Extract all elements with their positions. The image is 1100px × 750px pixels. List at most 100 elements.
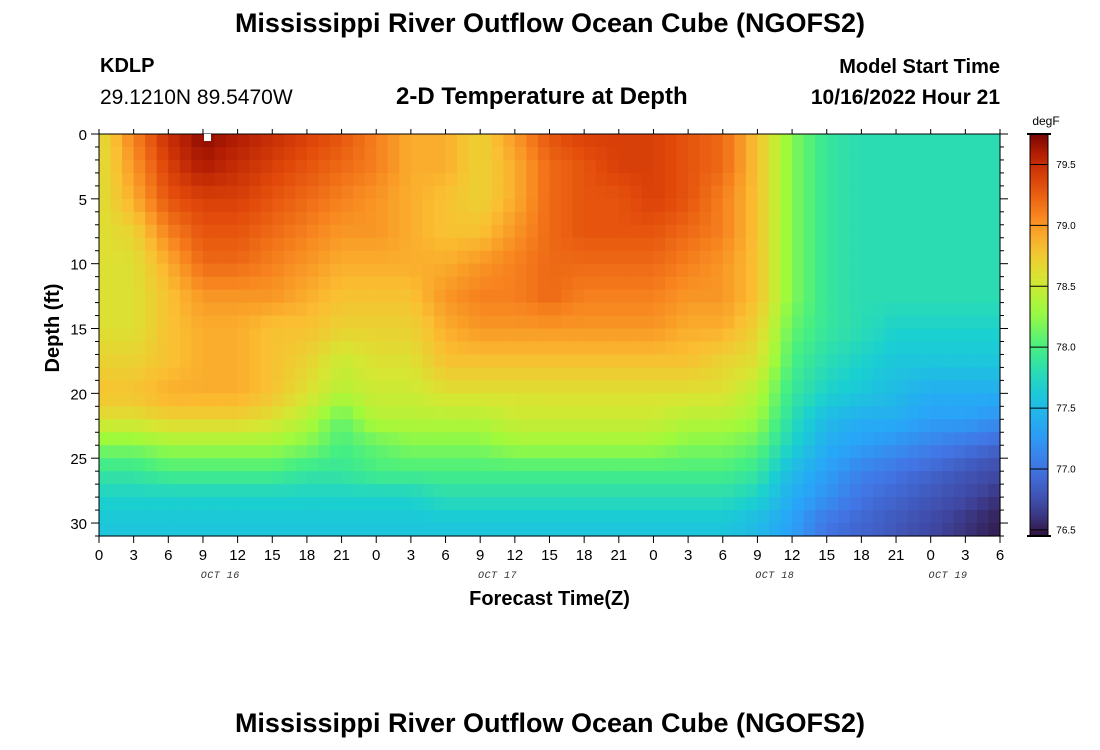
heatmap-cell <box>711 367 724 381</box>
heatmap-cell <box>953 380 966 394</box>
heatmap-cell <box>803 523 816 537</box>
heatmap-cell <box>734 510 747 524</box>
heatmap-cell <box>410 134 424 148</box>
heatmap-cell <box>422 211 435 226</box>
heatmap-cell <box>676 185 689 200</box>
heatmap-cell <box>676 341 689 356</box>
heatmap-cell <box>145 328 158 343</box>
heatmap-cell <box>237 380 250 394</box>
heatmap-cell <box>145 263 158 278</box>
heatmap-cell <box>537 393 551 407</box>
heatmap-cell <box>641 211 655 226</box>
heatmap-cell <box>445 134 458 148</box>
heatmap-cell <box>341 328 354 343</box>
heatmap-cell <box>503 523 516 537</box>
x-tick-label: 15 <box>818 547 835 564</box>
heatmap-cell <box>965 406 978 420</box>
heatmap-cell <box>757 302 770 317</box>
heatmap-cell <box>849 354 862 369</box>
heatmap-cell <box>526 354 539 369</box>
heatmap-cell <box>872 458 886 472</box>
heatmap-cell <box>884 289 897 304</box>
heatmap-cell <box>838 445 851 459</box>
heatmap-cell <box>110 393 123 407</box>
heatmap-cell <box>896 393 909 407</box>
heatmap-cell <box>503 263 516 278</box>
heatmap-cell <box>665 471 678 485</box>
heatmap-cell <box>260 445 273 459</box>
heatmap-cell <box>145 445 158 459</box>
heatmap-cell <box>341 510 354 524</box>
heatmap-cell <box>907 263 920 278</box>
heatmap-cell <box>953 250 966 265</box>
heatmap-cell <box>457 146 470 161</box>
heatmap-cell <box>572 172 585 187</box>
heatmap-cell <box>688 341 701 356</box>
heatmap-cell <box>815 458 828 472</box>
heatmap-cell <box>422 367 435 381</box>
heatmap-cell <box>226 432 239 446</box>
heatmap-cell <box>295 445 308 459</box>
heatmap-cell <box>145 380 158 394</box>
heatmap-cell <box>919 393 932 407</box>
heatmap-cell <box>838 276 851 291</box>
heatmap-cell <box>399 497 412 511</box>
heatmap-cell <box>930 484 943 498</box>
heatmap-cell <box>526 419 539 433</box>
heatmap-cell <box>422 354 435 369</box>
heatmap-cell <box>364 315 377 330</box>
heatmap-cell <box>249 328 262 343</box>
heatmap-cell <box>595 341 608 356</box>
heatmap-cell <box>433 211 447 226</box>
heatmap-cell <box>930 185 943 200</box>
heatmap-cell <box>757 367 770 381</box>
heatmap-cell <box>919 289 932 304</box>
heatmap-cell <box>318 159 331 174</box>
heatmap-cell <box>849 315 862 330</box>
heatmap-cell <box>919 172 932 187</box>
heatmap-cell <box>665 237 678 252</box>
heatmap-cell <box>653 263 666 278</box>
heatmap-cell <box>641 523 655 537</box>
heatmap-cell <box>930 445 943 459</box>
heatmap-cell <box>953 523 966 537</box>
heatmap-cell <box>191 250 204 265</box>
heatmap-cell <box>306 445 320 459</box>
heatmap-cell <box>376 185 389 200</box>
heatmap-cell <box>757 523 770 537</box>
heatmap-cell <box>202 419 216 433</box>
heatmap-cell <box>872 380 886 394</box>
heatmap-cell <box>526 328 539 343</box>
heatmap-cell <box>953 211 966 226</box>
heatmap-cell <box>480 224 493 239</box>
x-tick-label: 3 <box>129 547 137 564</box>
heatmap-cell <box>376 445 389 459</box>
heatmap-cell <box>792 185 805 200</box>
heatmap-cell <box>792 406 805 420</box>
heatmap-cell <box>399 523 412 537</box>
heatmap-cell <box>457 289 470 304</box>
heatmap-cell <box>110 198 123 213</box>
heatmap-cell <box>237 276 250 291</box>
heatmap-cell <box>665 185 678 200</box>
heatmap-cell <box>145 289 158 304</box>
heatmap-cell <box>249 471 262 485</box>
heatmap-cell <box>226 315 239 330</box>
heatmap-cell <box>849 341 862 356</box>
heatmap-cell <box>145 523 158 537</box>
heatmap-cell <box>572 367 585 381</box>
heatmap-cell <box>156 406 169 420</box>
heatmap-cell <box>688 211 701 226</box>
heatmap-cell <box>353 276 366 291</box>
heatmap-cell <box>99 315 112 330</box>
heatmap-cell <box>896 380 909 394</box>
heatmap-cell <box>965 237 978 252</box>
heatmap-cell <box>514 523 527 537</box>
heatmap-cell <box>803 510 816 524</box>
heatmap-cell <box>618 250 631 265</box>
heatmap-cell <box>514 276 527 291</box>
heatmap-cell <box>630 198 643 213</box>
heatmap-cell <box>757 224 770 239</box>
heatmap-cell <box>330 276 343 291</box>
